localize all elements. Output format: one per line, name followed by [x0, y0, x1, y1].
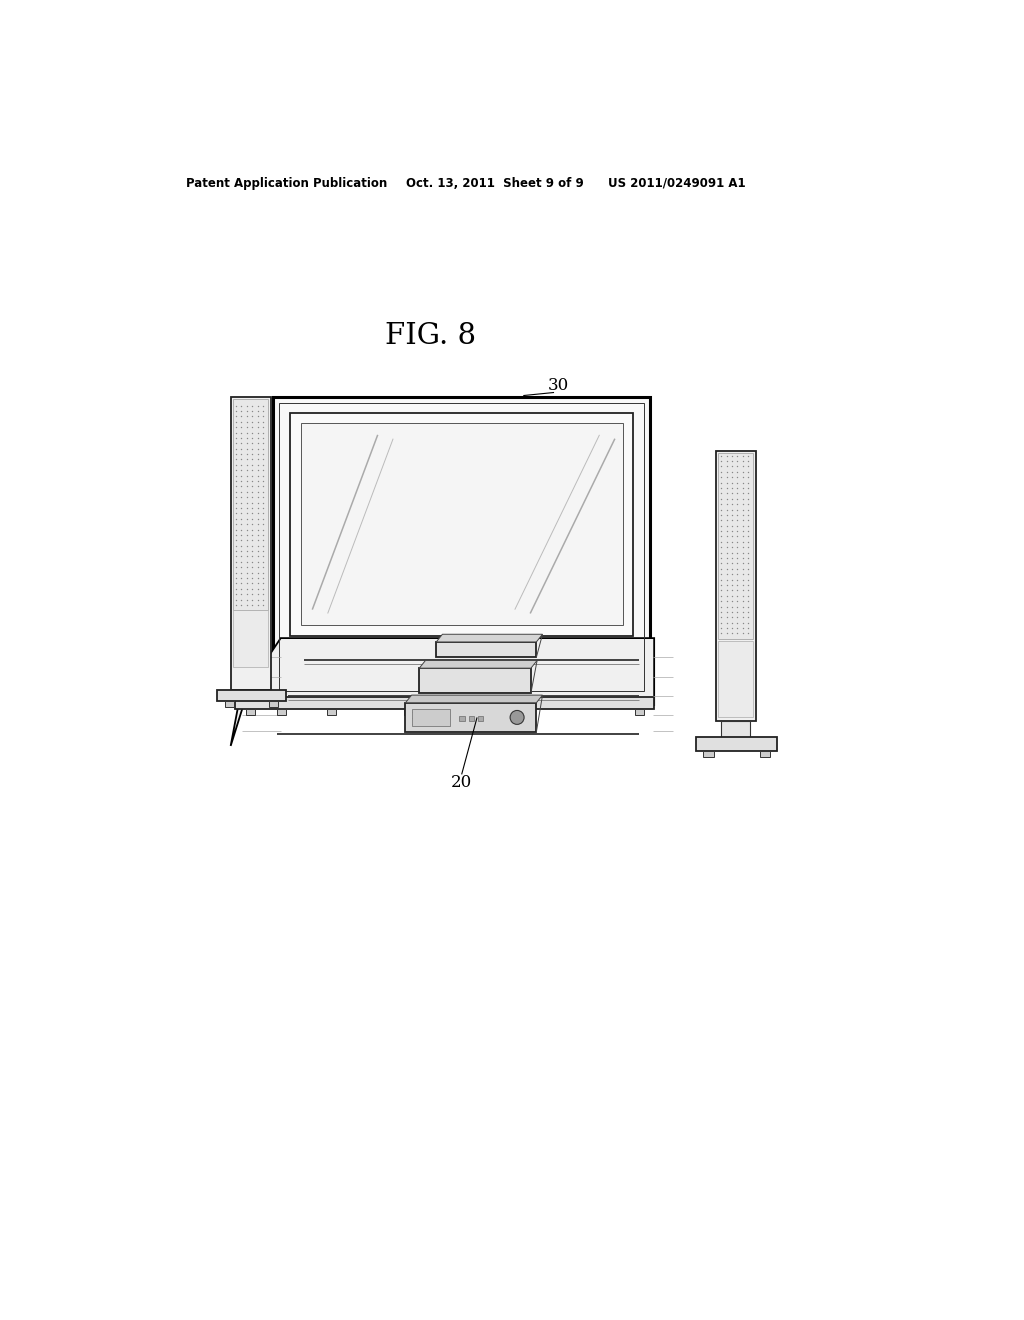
Bar — [273, 397, 650, 697]
Bar — [760, 751, 770, 756]
Text: 30: 30 — [547, 378, 568, 395]
Bar — [419, 668, 531, 693]
Bar — [469, 715, 474, 721]
Circle shape — [510, 710, 524, 725]
Bar — [269, 701, 279, 708]
Bar — [230, 397, 270, 689]
Bar — [233, 610, 268, 667]
Bar — [233, 400, 268, 610]
Polygon shape — [230, 638, 654, 746]
Bar — [403, 709, 413, 715]
Bar — [718, 642, 754, 717]
Bar — [246, 709, 255, 715]
Bar — [716, 451, 756, 721]
Polygon shape — [436, 635, 543, 642]
Text: Patent Application Publication: Patent Application Publication — [186, 177, 387, 190]
Bar — [412, 709, 451, 726]
Polygon shape — [406, 696, 543, 702]
Bar — [224, 701, 233, 708]
Bar — [217, 689, 286, 701]
Bar — [301, 424, 623, 626]
Bar — [406, 702, 537, 733]
Bar — [436, 642, 537, 657]
Bar — [276, 709, 286, 715]
Bar — [703, 751, 714, 756]
Bar — [280, 404, 644, 692]
Bar — [478, 715, 483, 721]
Bar — [695, 738, 776, 751]
Bar — [721, 721, 751, 738]
Bar — [327, 709, 336, 715]
Text: US 2011/0249091 A1: US 2011/0249091 A1 — [608, 177, 745, 190]
Bar — [460, 715, 465, 721]
Bar — [234, 697, 654, 709]
Text: FIG. 8: FIG. 8 — [385, 322, 476, 350]
Text: Oct. 13, 2011  Sheet 9 of 9: Oct. 13, 2011 Sheet 9 of 9 — [407, 177, 584, 190]
Text: 20: 20 — [451, 774, 472, 791]
Bar — [718, 453, 754, 639]
Bar — [290, 413, 634, 636]
Polygon shape — [419, 660, 538, 668]
Bar — [635, 709, 644, 715]
